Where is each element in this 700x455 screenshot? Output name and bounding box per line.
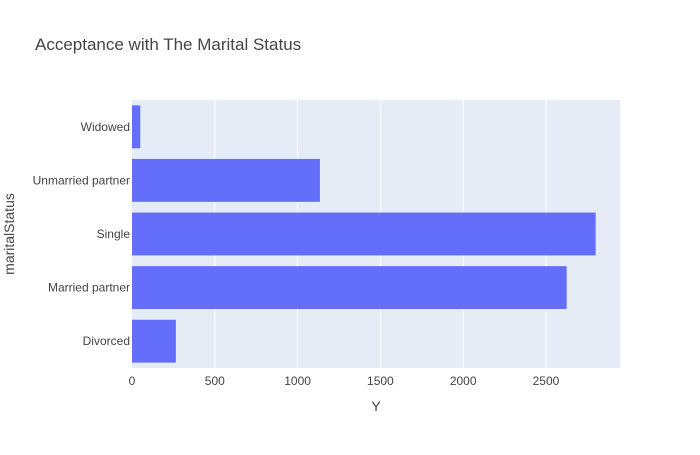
bar[interactable] [132,105,141,149]
y-tick-label: Unmarried partner [33,173,130,187]
x-axis-title: Y [371,398,381,414]
x-tick-label: 1000 [284,374,311,388]
bar[interactable] [132,212,596,256]
x-tick-label: 2500 [533,374,560,388]
bar[interactable] [132,319,176,363]
x-tick-label: 2000 [450,374,477,388]
x-axis-ticks: 0 500 1000 1500 2000 2500 [129,374,560,388]
chart-title: Acceptance with The Marital Status [35,35,301,54]
bar[interactable] [132,266,567,310]
x-tick-label: 0 [129,374,136,388]
y-tick-label: Widowed [81,120,130,134]
x-tick-label: 1500 [367,374,394,388]
bars [132,105,596,363]
y-tick-label: Single [97,227,131,241]
bar[interactable] [132,158,320,202]
y-tick-label: Married partner [48,281,130,295]
y-axis-title: maritalStatus [1,193,17,275]
y-axis-ticks: Divorced Married partner Single Unmarried p… [33,120,131,348]
y-tick-label: Divorced [83,334,130,348]
x-tick-label: 500 [205,374,225,388]
